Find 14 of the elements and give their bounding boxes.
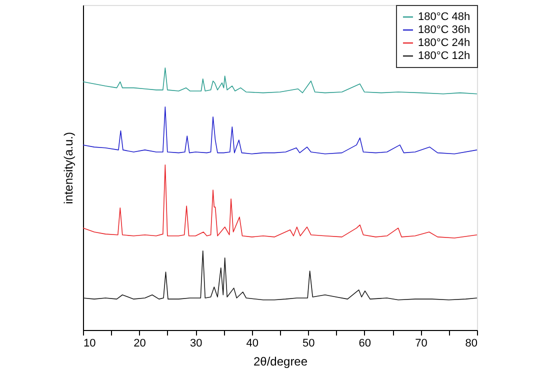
x-tick-label: 70	[415, 338, 428, 350]
legend-label: 180°C 12h	[418, 50, 470, 62]
legend-label: 180°C 36h	[418, 24, 470, 36]
x-tick-label: 10	[84, 338, 96, 350]
x-tick-label: 40	[246, 338, 258, 350]
legend-label: 180°C 24h	[418, 37, 470, 49]
legend-label: 180°C 48h	[418, 11, 470, 23]
x-tick-label: 20	[134, 338, 146, 350]
x-axis-title: 2θ/degree	[253, 354, 308, 368]
x-tick-label: 60	[358, 338, 372, 350]
x-tick-label: 30	[190, 338, 202, 350]
x-tick-label: 50	[302, 338, 315, 350]
x-tick-label: 80	[465, 338, 478, 350]
y-axis-title: intensity(a.u.)	[62, 132, 76, 204]
